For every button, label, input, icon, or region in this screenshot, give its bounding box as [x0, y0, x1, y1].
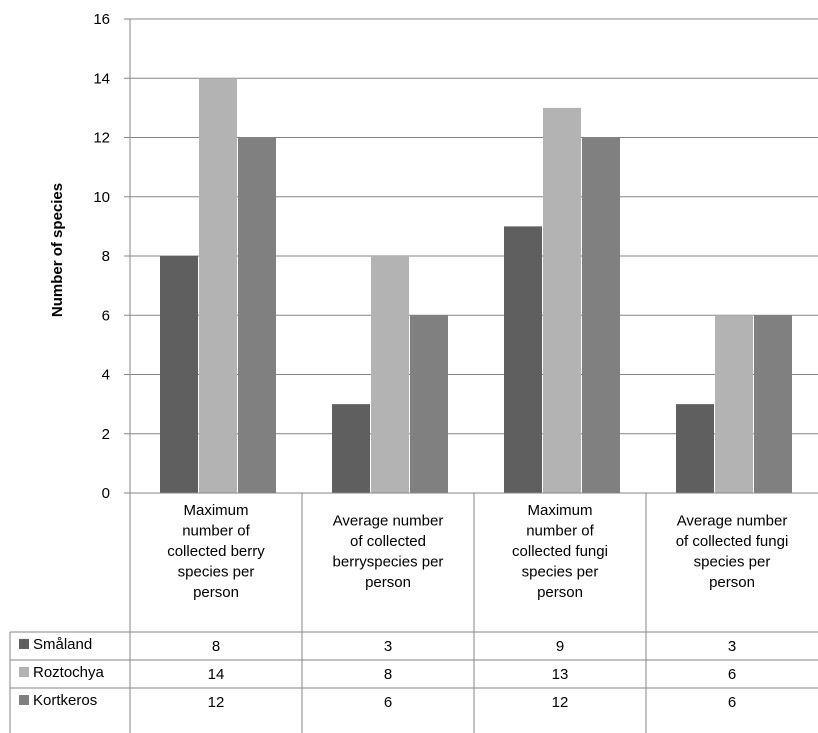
y-tick-label: 14: [93, 70, 110, 87]
bar-roztochya-3: [543, 107, 581, 493]
category-label-line: person: [709, 574, 755, 591]
category-label-line: Average number: [333, 512, 444, 529]
y-tick-label: 8: [102, 248, 110, 265]
category-label-line: berryspecies per: [333, 553, 444, 570]
category-label-line: of collected: [350, 533, 426, 550]
y-tick-label: 2: [102, 426, 110, 443]
category-label-line: collected berry: [167, 543, 265, 560]
legend-label-roztochya: Roztochya: [33, 664, 105, 681]
category-label-line: species per: [178, 564, 255, 581]
category-label-line: person: [193, 584, 239, 601]
table-cell-value: 6: [384, 694, 392, 711]
category-label-line: of collected fungi: [676, 533, 789, 550]
y-tick-labels: 0 2 4 6 8 10 12 14 16: [93, 11, 110, 502]
axes: [124, 18, 818, 733]
category-label-line: species per: [522, 564, 599, 581]
category-label-line: number of: [526, 523, 594, 540]
table-cell-value: 14: [208, 666, 225, 683]
y-tick-label: 0: [102, 485, 110, 502]
bar-roztochya-4: [715, 315, 753, 493]
category-label-line: number of: [182, 523, 250, 540]
table-cell-value: 6: [728, 694, 736, 711]
y-tick-label: 16: [93, 11, 110, 28]
legend-swatch-roztochya: [19, 667, 29, 677]
y-tick-label: 6: [102, 307, 110, 324]
category-label-line: collected fungi: [512, 543, 608, 560]
bar-småland-3: [504, 226, 542, 493]
table-cell-value: 13: [552, 666, 569, 683]
bar-kortkeros-2: [410, 315, 448, 493]
bar-småland-2: [332, 404, 370, 493]
bar-småland-4: [676, 404, 714, 493]
bar-småland-1: [160, 256, 198, 493]
category-label-line: Maximum: [183, 502, 248, 519]
y-axis-label: Number of species: [49, 183, 66, 317]
table-cell-value: 3: [728, 638, 736, 655]
table-cell-value: 8: [212, 638, 220, 655]
legend-label-småland: Småland: [33, 636, 92, 653]
bar-roztochya-1: [199, 78, 237, 493]
table-cell-value: 8: [384, 666, 392, 683]
category-label-line: Average number: [677, 512, 788, 529]
table-cell-value: 12: [552, 694, 569, 711]
y-tick-label: 10: [93, 189, 110, 206]
legend-swatch-kortkeros: [19, 695, 29, 705]
y-tick-label: 12: [93, 130, 110, 147]
bar-roztochya-2: [371, 256, 409, 493]
table-cell-value: 9: [556, 638, 564, 655]
data-table: Maximum number of collected berry species p…: [9, 493, 818, 733]
category-label-line: person: [365, 574, 411, 591]
legend-label-kortkeros: Kortkeros: [33, 692, 97, 709]
table-cell-value: 3: [384, 638, 392, 655]
bar-kortkeros-1: [238, 137, 276, 493]
table-cell-value: 12: [208, 694, 225, 711]
category-label-line: person: [537, 584, 583, 601]
category-label-line: species per: [694, 553, 771, 570]
table-cell-value: 6: [728, 666, 736, 683]
legend-swatch-småland: [19, 639, 29, 649]
bars: [160, 78, 792, 493]
category-label-line: Maximum: [527, 502, 592, 519]
bar-kortkeros-4: [754, 315, 792, 493]
bar-kortkeros-3: [582, 137, 620, 493]
y-tick-label: 4: [102, 367, 110, 384]
